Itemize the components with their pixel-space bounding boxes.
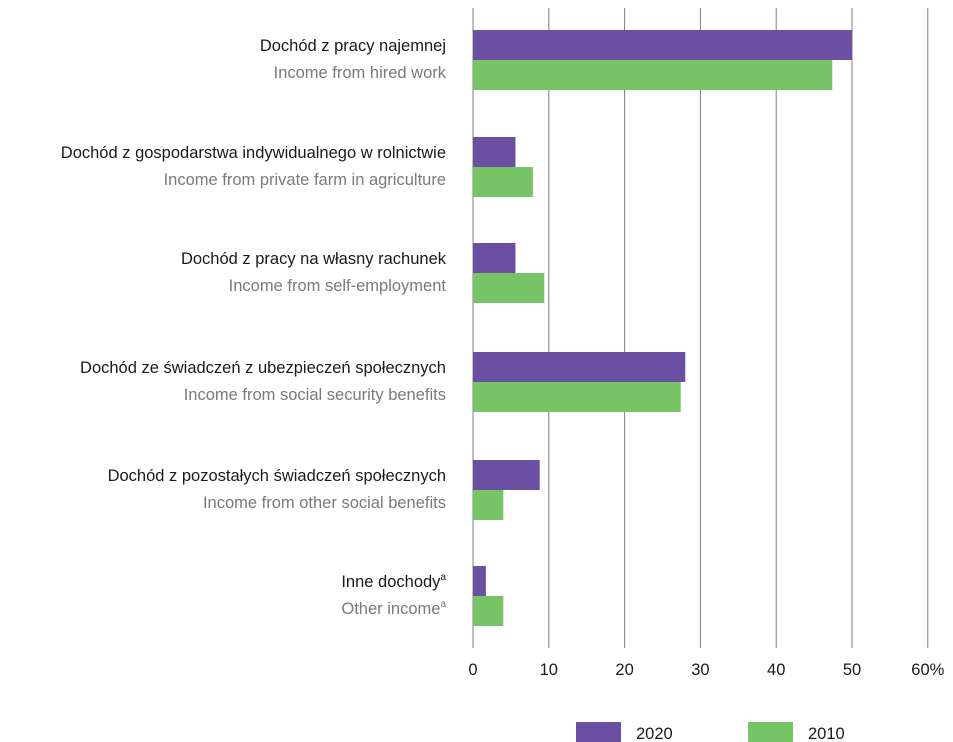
bar-2010-2 bbox=[473, 273, 545, 303]
legend-swatch-2010 bbox=[748, 722, 793, 742]
category-label-en: Income from hired work bbox=[274, 64, 447, 82]
category-labels: Dochód z pracy najemnej Income from hired… bbox=[61, 37, 447, 618]
bar-2010-3 bbox=[473, 382, 681, 412]
x-axis-ticks: 0 10 20 30 40 50 60% bbox=[468, 661, 944, 679]
category-label-pl: Dochód z pracy na własny rachunek bbox=[181, 250, 447, 268]
bars bbox=[473, 30, 852, 626]
bar-2020-2 bbox=[473, 243, 516, 273]
bar-2020-0 bbox=[473, 30, 852, 60]
category-label-pl: Dochód z pracy najemnej bbox=[260, 37, 446, 55]
category-label-pl: Dochód ze świadczeń z ubezpieczeń społec… bbox=[80, 359, 446, 377]
legend: 2020 2010 bbox=[576, 722, 845, 742]
bar-2010-0 bbox=[473, 60, 833, 90]
category-label-pl: Dochód z pozostałych świadczeń społeczny… bbox=[108, 467, 446, 485]
x-tick-label: 40 bbox=[767, 661, 785, 679]
x-tick-label: 10 bbox=[540, 661, 558, 679]
bar-2020-1 bbox=[473, 137, 516, 167]
bar-2010-1 bbox=[473, 167, 533, 197]
gridlines bbox=[472, 8, 929, 648]
category-label-pl: Dochód z gospodarstwa indywidualnego w r… bbox=[61, 144, 446, 162]
x-tick-label: 50 bbox=[843, 661, 861, 679]
x-tick-label: 30 bbox=[691, 661, 709, 679]
legend-label-2010: 2010 bbox=[808, 725, 845, 742]
legend-label-2020: 2020 bbox=[636, 725, 673, 742]
bar-2010-5 bbox=[473, 596, 504, 626]
x-tick-label: 0 bbox=[468, 661, 477, 679]
footnote-marker: a bbox=[440, 599, 446, 610]
bar-2020-3 bbox=[473, 352, 686, 382]
category-label-en: Income from social security benefits bbox=[184, 386, 446, 404]
category-label-en: Income from private farm in agriculture bbox=[164, 171, 446, 189]
category-label-en: Income from other social benefits bbox=[203, 494, 446, 512]
category-label-pl: Inne dochodya bbox=[341, 572, 446, 591]
bar-2020-4 bbox=[473, 460, 540, 490]
category-label-en: Income from self-employment bbox=[229, 277, 447, 295]
bar-2020-5 bbox=[473, 566, 486, 596]
category-label-en: Other incomea bbox=[341, 599, 446, 618]
x-tick-label: 60% bbox=[911, 661, 944, 679]
bar-2010-4 bbox=[473, 490, 504, 520]
x-tick-label: 20 bbox=[615, 661, 633, 679]
legend-swatch-2020 bbox=[576, 722, 621, 742]
footnote-marker: a bbox=[440, 572, 446, 583]
